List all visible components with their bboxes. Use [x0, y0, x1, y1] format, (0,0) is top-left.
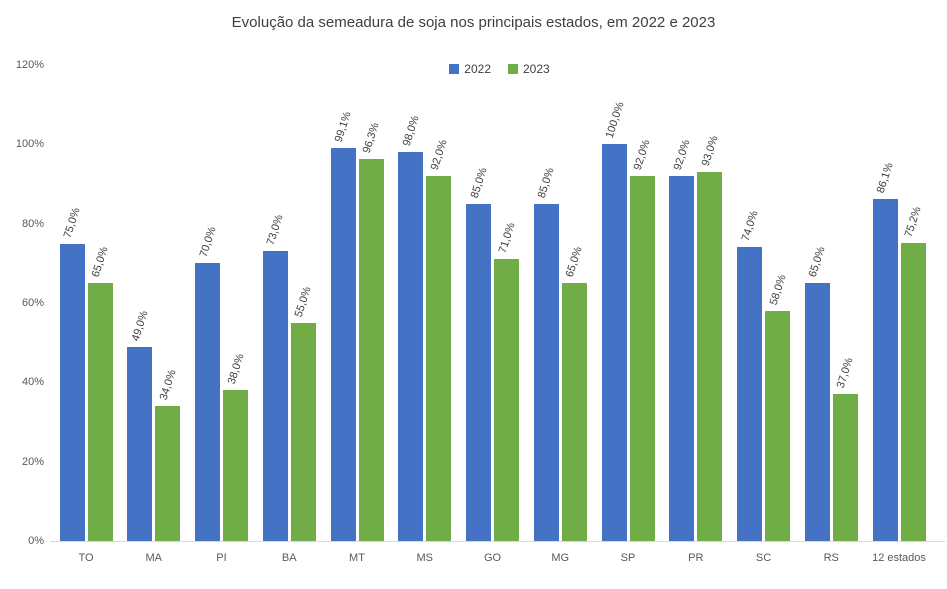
x-axis-tick-12-estados: 12 estados [872, 552, 926, 564]
y-axis-tick-60%: 60% [21, 297, 44, 309]
bar-label-2022-sp: 100,0% [603, 100, 627, 141]
legend-label-2023: 2023 [523, 62, 550, 76]
bar-2022-to [59, 243, 85, 541]
bar-2023-pr [697, 172, 723, 541]
x-axis-tick-sc: SC [755, 552, 772, 564]
y-axis-tick-40%: 40% [21, 376, 44, 389]
bar-2022-ms [398, 152, 424, 541]
bar-2023-go [494, 259, 519, 541]
bar-label-2023-ma: 34,0% [157, 368, 179, 402]
bar-2023-rs [832, 394, 858, 541]
bar-label-2023-mt: 96,3% [360, 121, 382, 155]
y-axis-tick-100%: 100% [15, 138, 44, 151]
y-axis-tick-120%: 120% [15, 59, 44, 71]
bar-2023-mt [358, 159, 384, 541]
bar-2022-pr [669, 176, 695, 541]
bar-label-2022-ma: 49,0% [129, 308, 151, 343]
bar-2023-to [87, 283, 113, 541]
bar-2022-sp [601, 144, 627, 541]
bar-label-2022-sc: 74,0% [739, 209, 761, 244]
x-axis-tick-rs: RS [823, 552, 839, 564]
bar-label-2022-12-estados: 86,1% [874, 161, 896, 196]
bar-2023-mg [561, 283, 587, 541]
legend: 2022 2023 [52, 62, 947, 76]
bar-2022-mt [330, 147, 356, 541]
bar-2023-ba [290, 322, 316, 541]
bar-2022-sc [737, 247, 762, 541]
y-axis-tick-20%: 20% [21, 455, 44, 468]
bar-2022-12-estados [872, 199, 898, 541]
bar-2022-pi [195, 263, 220, 541]
bar-label-2023-to: 65,0% [89, 245, 111, 279]
bar-label-2023-go: 71,0% [496, 221, 518, 256]
bar-2023-sc [765, 310, 790, 541]
bar-label-2023-ms: 92,0% [428, 138, 450, 172]
x-axis-tick-go: GO [483, 552, 502, 564]
bar-label-2022-pi: 70,0% [197, 225, 219, 260]
bar-2022-ba [262, 251, 288, 541]
bar-2023-pi [223, 390, 248, 541]
bar-label-2022-mt: 99,1% [332, 110, 354, 144]
bar-label-2022-ba: 73,0% [264, 213, 286, 248]
bar-2023-12-estados [900, 242, 926, 541]
bar-2023-sp [629, 176, 655, 541]
bar-label-2023-pr: 93,0% [699, 134, 721, 168]
bar-label-2023-rs: 37,0% [834, 356, 856, 390]
x-axis-tick-to: TO [78, 552, 94, 564]
x-axis-line [50, 541, 945, 542]
y-axis-tick-0%: 0% [28, 535, 44, 547]
bar-label-2023-pi: 38,0% [225, 352, 247, 386]
bar-2022-rs [804, 283, 830, 541]
bar-2022-ma [127, 346, 153, 541]
bar-label-2022-pr: 92,0% [671, 138, 693, 172]
bar-2022-mg [533, 203, 559, 541]
bar-label-2022-ms: 98,0% [400, 114, 422, 148]
y-axis-tick-80%: 80% [21, 217, 44, 230]
x-axis-tick-mg: MG [551, 552, 570, 564]
x-axis-tick-sp: SP [620, 552, 636, 564]
bar-label-2023-ba: 55,0% [292, 285, 314, 319]
legend-swatch-icon-2023 [508, 64, 518, 74]
bar-label-2022-rs: 65,0% [806, 245, 828, 279]
bar-label-2023-mg: 65,0% [563, 245, 585, 279]
x-axis-tick-ba: BA [281, 552, 297, 564]
bar-label-2023-12-estados: 75,2% [902, 205, 924, 239]
bar-label-2022-mg: 85,0% [535, 166, 557, 200]
x-axis-tick-ma: MA [145, 552, 163, 564]
legend-item-2022: 2022 [449, 62, 491, 76]
chart-title: Evolução da semeadura de soja nos princi… [231, 14, 716, 31]
legend-swatch-icon-2022 [449, 64, 460, 74]
bar-label-2023-sc: 58,0% [767, 273, 789, 307]
x-axis-tick-pi: PI [216, 552, 227, 564]
x-axis-tick-ms: MS [416, 552, 434, 564]
legend-label-2022: 2022 [464, 62, 491, 76]
bar-2022-go [466, 203, 491, 541]
legend-item-2023: 2023 [508, 62, 550, 76]
bar-label-2023-sp: 92,0% [631, 138, 653, 172]
bar-label-2022-to: 75,0% [61, 205, 83, 240]
bar-label-2022-go: 85,0% [468, 166, 490, 200]
x-axis-tick-pr: PR [688, 552, 704, 564]
bar-2023-ms [426, 176, 452, 541]
x-axis-tick-mt: MT [349, 552, 365, 564]
bar-2023-ma [155, 406, 181, 541]
